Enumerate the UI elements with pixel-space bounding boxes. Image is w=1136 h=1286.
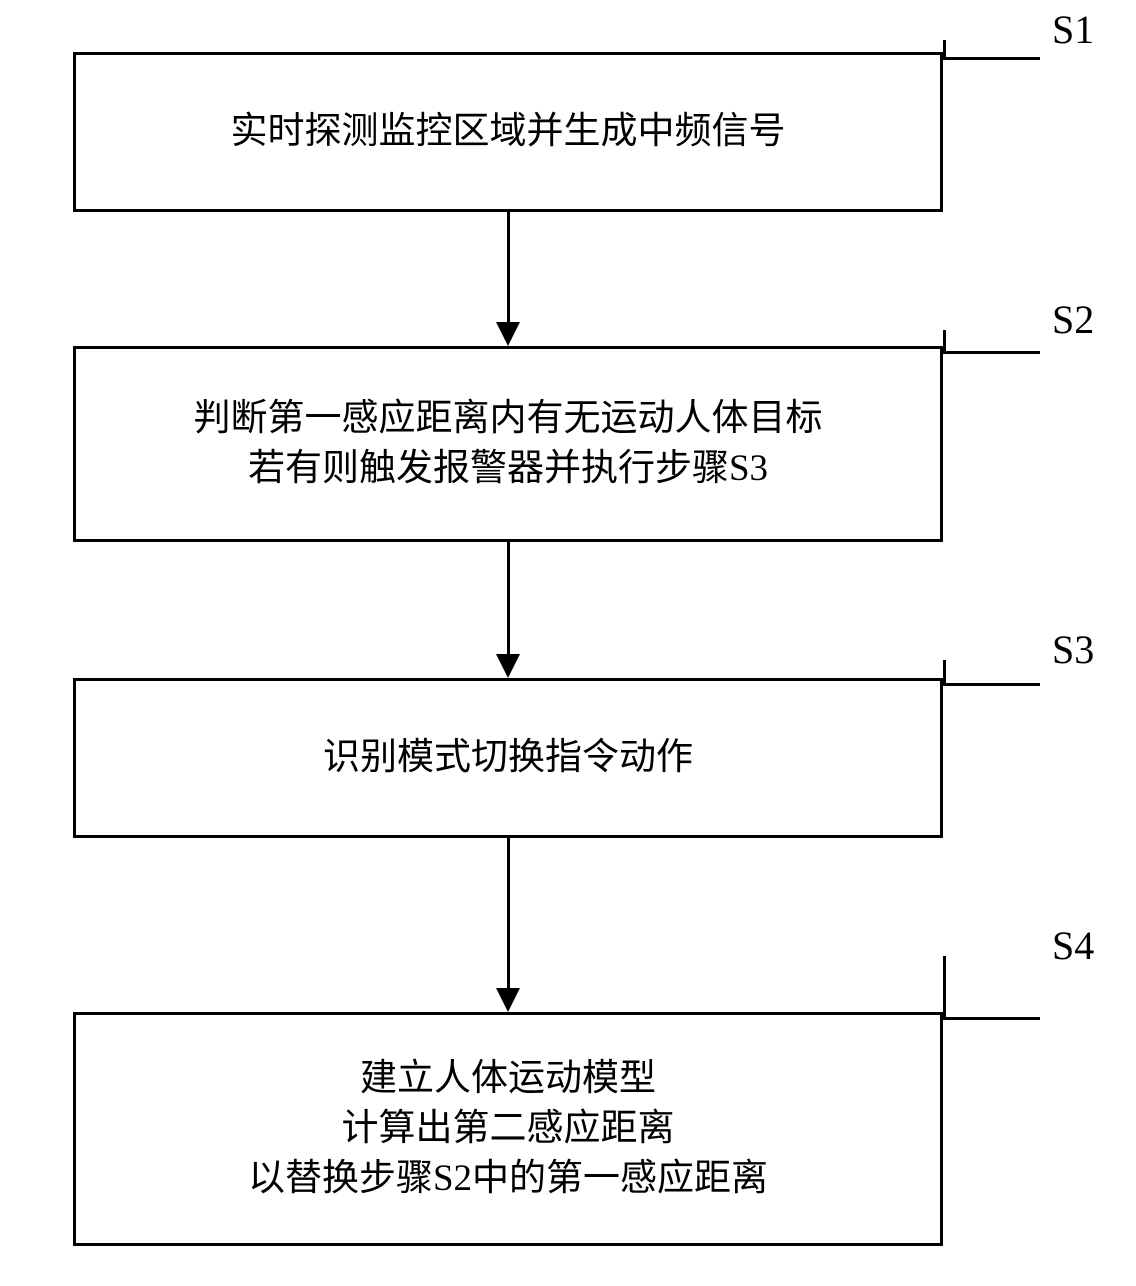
step-text-line: 计算出第二感应距离 bbox=[342, 1104, 675, 1154]
leader-line bbox=[943, 660, 1040, 686]
flow-arrow-head-icon bbox=[496, 654, 520, 678]
flow-step-s4: 建立人体运动模型计算出第二感应距离以替换步骤S2中的第一感应距离 bbox=[73, 1012, 943, 1246]
flow-arrow-shaft bbox=[507, 542, 510, 654]
flow-arrow-shaft bbox=[507, 212, 510, 322]
step-label-s3: S3 bbox=[1052, 626, 1094, 673]
step-text-line: 建立人体运动模型 bbox=[360, 1054, 656, 1104]
flow-arrow-shaft bbox=[507, 838, 510, 988]
flow-step-s1: 实时探测监控区域并生成中频信号 bbox=[73, 52, 943, 212]
step-label-s4: S4 bbox=[1052, 922, 1094, 969]
step-label-s1: S1 bbox=[1052, 6, 1094, 53]
flow-arrow-head-icon bbox=[496, 322, 520, 346]
flow-step-s3: 识别模式切换指令动作 bbox=[73, 678, 943, 838]
flow-step-s2: 判断第一感应距离内有无运动人体目标若有则触发报警器并执行步骤S3 bbox=[73, 346, 943, 542]
step-text-line: 若有则触发报警器并执行步骤S3 bbox=[248, 444, 768, 494]
step-text-line: 识别模式切换指令动作 bbox=[323, 733, 693, 783]
step-text-line: 判断第一感应距离内有无运动人体目标 bbox=[194, 394, 823, 444]
step-text-line: 以替换步骤S2中的第一感应距离 bbox=[248, 1154, 768, 1204]
leader-line bbox=[943, 956, 1040, 1020]
flow-arrow-head-icon bbox=[496, 988, 520, 1012]
leader-line bbox=[943, 40, 1040, 60]
leader-line bbox=[943, 330, 1040, 354]
step-label-s2: S2 bbox=[1052, 296, 1094, 343]
step-text-line: 实时探测监控区域并生成中频信号 bbox=[231, 107, 786, 157]
